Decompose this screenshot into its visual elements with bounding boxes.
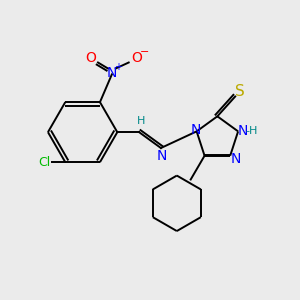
Text: N: N: [157, 149, 167, 163]
Text: -H: -H: [246, 126, 258, 136]
Text: H: H: [137, 116, 145, 126]
Text: Cl: Cl: [38, 156, 51, 169]
Text: O: O: [131, 51, 142, 64]
Text: N: N: [231, 152, 241, 166]
Text: +: +: [114, 62, 122, 73]
Text: N: N: [238, 124, 248, 138]
Text: N: N: [107, 66, 117, 80]
Text: N: N: [190, 123, 201, 137]
Text: O: O: [85, 51, 97, 64]
Text: −: −: [140, 46, 149, 57]
Text: S: S: [235, 84, 245, 99]
